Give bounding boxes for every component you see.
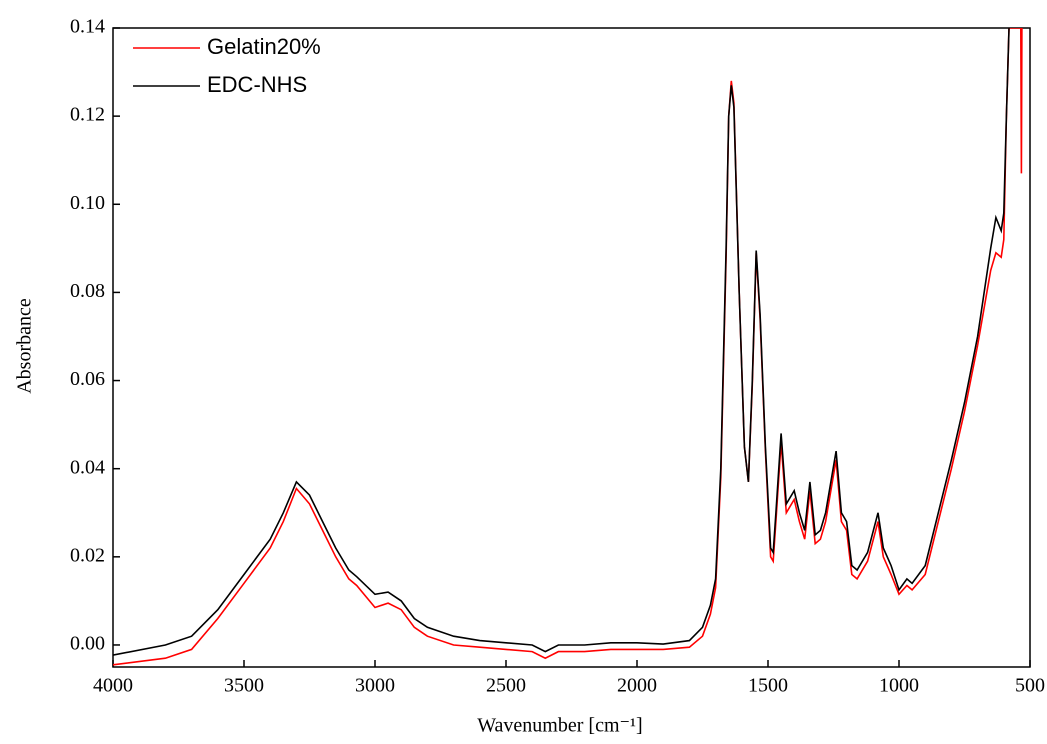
x-tick-label: 4000	[93, 675, 133, 697]
y-tick-label: 0.04	[70, 456, 105, 478]
y-tick-label: 0.12	[70, 104, 105, 126]
series-line	[113, 28, 1023, 666]
x-axis-label: Wavenumber [cm⁻¹]	[477, 715, 642, 737]
plot-frame	[112, 27, 1031, 668]
y-tick-label: 0.08	[70, 280, 105, 302]
x-tick-label: 3000	[355, 675, 395, 697]
y-tick-label: 0.00	[70, 633, 105, 655]
legend-label: EDC-NHS	[207, 72, 307, 97]
x-tick-label: 1500	[748, 675, 788, 697]
series-line	[113, 28, 1010, 656]
y-tick-label: 0.14	[70, 16, 105, 38]
legend-label: Gelatin20%	[207, 34, 321, 59]
y-axis-label: Absorbance	[14, 298, 36, 394]
x-tick-label: 1000	[879, 675, 919, 697]
x-tick-label: 2500	[486, 675, 526, 697]
x-tick-label: 2000	[617, 675, 657, 697]
y-tick-label: 0.06	[70, 368, 105, 390]
y-tick-label: 0.02	[70, 544, 105, 566]
x-tick-label: 3500	[224, 675, 264, 697]
x-tick-label: 500	[1015, 675, 1045, 697]
y-tick-label: 0.10	[70, 192, 105, 214]
